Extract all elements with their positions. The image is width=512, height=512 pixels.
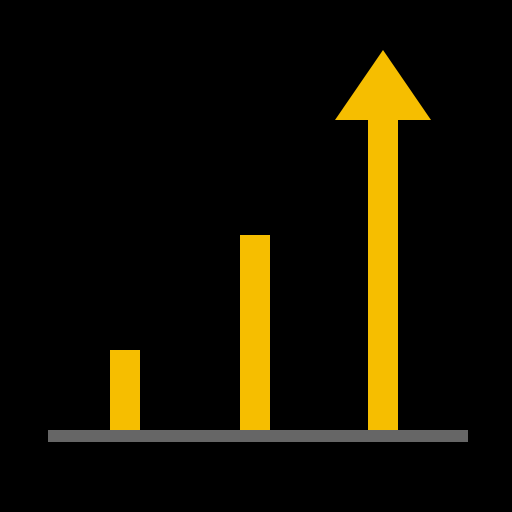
growth-arrow-icon [335,50,431,120]
bar-1 [110,350,140,430]
bar-2 [240,235,270,430]
bar-3 [368,120,398,430]
chart-baseline [48,430,468,442]
growth-chart-icon [0,0,512,512]
